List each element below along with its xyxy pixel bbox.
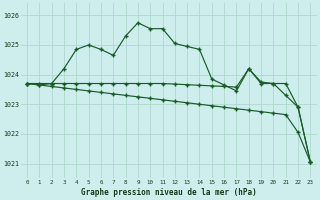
X-axis label: Graphe pression niveau de la mer (hPa): Graphe pression niveau de la mer (hPa)	[81, 188, 257, 197]
